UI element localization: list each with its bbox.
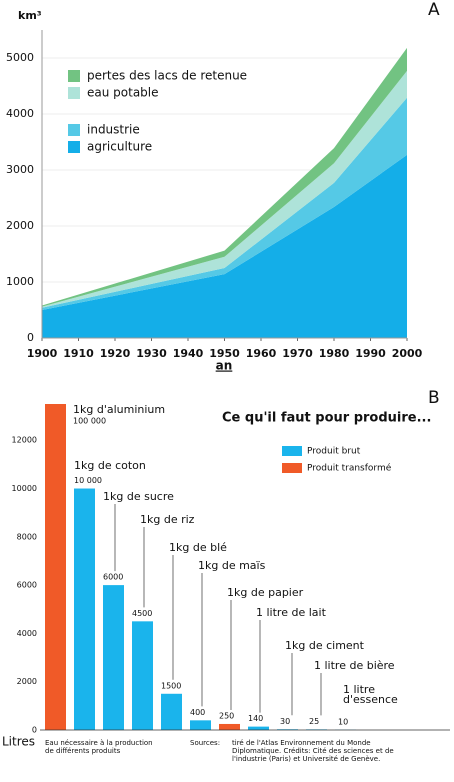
bar — [103, 585, 124, 730]
y-tick-label: 4000 — [17, 629, 37, 638]
y-tick-label: 1000 — [6, 275, 34, 288]
category-label: 1kg de coton — [74, 459, 146, 472]
legend-label: agriculture — [87, 140, 152, 154]
area — [42, 154, 407, 338]
bar — [248, 726, 269, 730]
legend-swatch — [68, 70, 80, 82]
y-tick-label: 5000 — [6, 51, 34, 64]
value-label: 10 — [338, 717, 348, 726]
category-label: 1kg de riz — [140, 513, 195, 526]
value-label: 10 000 — [74, 476, 102, 485]
category-label: 1kg de papier — [227, 586, 304, 599]
legend-label: Produit brut — [307, 447, 361, 457]
chart-label: B — [428, 388, 440, 408]
value-label: 100 000 — [73, 417, 106, 426]
legend-swatch — [282, 463, 302, 473]
y-tick-label: 8000 — [17, 532, 37, 541]
legend-label: industrie — [87, 123, 140, 137]
x-tick-label: 1940 — [173, 347, 204, 360]
sources: l'industrie (Paris) et Université de Gen… — [232, 755, 380, 763]
value-label: 250 — [219, 711, 234, 720]
x-tick-label: 1970 — [282, 347, 313, 360]
category-label: 1kg d'aluminium — [73, 403, 165, 416]
area — [42, 97, 407, 310]
x-tick-label: 1900 — [27, 347, 58, 360]
legend-swatch — [68, 124, 80, 136]
legend-swatch — [282, 446, 302, 456]
legend-label: pertes des lacs de retenue — [87, 69, 247, 83]
bar — [45, 404, 66, 730]
legend-swatch — [68, 87, 80, 99]
y-tick-label: 2000 — [17, 677, 37, 686]
area — [42, 70, 407, 308]
x-tick-label: 1990 — [355, 347, 386, 360]
x-tick-label: 1930 — [136, 347, 167, 360]
category-label: 1kg de blé — [169, 541, 227, 554]
sources: tiré de l'Atlas Environnement du Monde — [232, 739, 371, 747]
sources-label: Sources: — [190, 739, 220, 747]
x-axis-label: an — [216, 359, 233, 373]
x-tick-label: 1950 — [209, 347, 240, 360]
legend-swatch — [68, 141, 80, 153]
x-tick-label: 1910 — [63, 347, 94, 360]
bar — [161, 693, 182, 730]
y-tick-label: 2000 — [6, 219, 34, 232]
category-label: 1 litre de lait — [256, 606, 327, 619]
category-label: 1 litre — [343, 683, 375, 696]
x-tick-label: 2000 — [392, 347, 423, 360]
bar — [190, 720, 211, 730]
value-label: 25 — [309, 717, 319, 726]
x-tick-label: 1920 — [100, 347, 131, 360]
category-label: 1kg de ciment — [285, 639, 365, 652]
note: Eau nécessaire à la production — [45, 739, 153, 747]
value-label: 4500 — [132, 609, 152, 618]
bar — [74, 488, 95, 730]
category-label: 1kg de maïs — [198, 559, 266, 572]
sources: Diplomatique. Crédits: Cité des sciences… — [232, 747, 394, 755]
y-axis-label: Litres — [2, 735, 35, 749]
bar — [219, 723, 240, 730]
x-tick-label: 1960 — [246, 347, 277, 360]
value-label: 6000 — [103, 573, 123, 582]
y-tick-label: 3000 — [6, 163, 34, 176]
area — [42, 47, 407, 307]
legend-label: eau potable — [87, 86, 159, 100]
category-label: 1kg de sucre — [103, 490, 174, 503]
y-tick-label: 0 — [32, 726, 37, 735]
note: de différents produits — [45, 747, 121, 755]
legend-label: Produit transformé — [307, 463, 392, 474]
chart-title: Ce qu'il faut pour produire... — [222, 411, 431, 426]
y-tick-label: 6000 — [17, 581, 37, 590]
y-tick-label: 10000 — [12, 484, 37, 493]
x-tick-label: 1980 — [319, 347, 350, 360]
y-axis-label: km³ — [18, 9, 42, 22]
category-label: d'essence — [343, 693, 398, 706]
chart-label: A — [428, 0, 440, 20]
value-label: 140 — [248, 714, 263, 723]
y-tick-label: 0 — [27, 331, 34, 344]
value-label: 400 — [190, 708, 205, 717]
category-label: 1 litre de bière — [314, 659, 395, 672]
y-tick-label: 12000 — [12, 436, 37, 445]
bar — [132, 621, 153, 730]
value-label: 30 — [280, 717, 290, 726]
y-tick-label: 4000 — [6, 107, 34, 120]
value-label: 1500 — [161, 681, 181, 690]
